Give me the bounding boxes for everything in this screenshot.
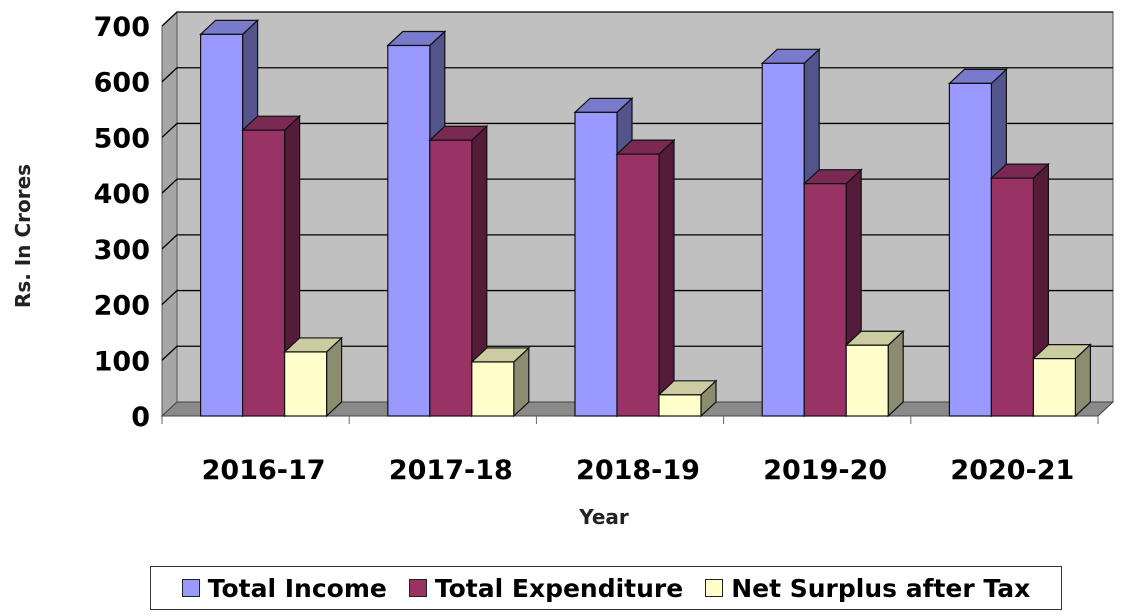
y-axis-title: Rs. In Crores <box>11 164 35 308</box>
bar <box>574 111 618 417</box>
bar <box>429 139 473 417</box>
legend-item-net-surplus: Net Surplus after Tax <box>705 574 1030 603</box>
legend-label: Total Income <box>207 573 387 603</box>
bar-chart: 0 100 200 300 400 500 600 700 2016-17 2017-18 2018… <box>11 10 1115 529</box>
bar <box>803 183 847 417</box>
y-tick-label: 400 <box>94 179 150 210</box>
bar <box>845 344 889 417</box>
bar <box>948 82 993 417</box>
y-tick-label: 300 <box>94 235 150 266</box>
legend-swatch-total-expenditure <box>408 579 427 597</box>
y-tick-label: 700 <box>94 12 150 43</box>
bar <box>200 33 244 417</box>
gridline <box>161 11 1113 27</box>
bar <box>658 394 702 417</box>
bar <box>242 129 286 417</box>
x-tick-label: 2018-19 <box>576 455 700 486</box>
x-tick-label: 2017-18 <box>389 455 513 486</box>
legend: Total Income Total Expenditure Net Surpl… <box>150 566 1062 610</box>
bar <box>284 351 328 417</box>
bar <box>616 153 660 417</box>
y-tick-label: 0 <box>131 402 150 433</box>
legend-label: Total Expenditure <box>434 573 684 603</box>
bar <box>387 44 431 417</box>
x-tick-label: 2020-21 <box>950 455 1074 486</box>
bar <box>990 177 1035 417</box>
plot-side-wall <box>161 10 178 418</box>
legend-swatch-total-income <box>181 579 200 597</box>
legend-label: Net Surplus after Tax <box>731 573 1031 603</box>
legend-swatch-net-surplus <box>705 579 724 597</box>
bar <box>761 62 805 417</box>
y-tick-label: 100 <box>94 346 150 377</box>
x-axis-title: Year <box>578 505 629 529</box>
x-tick-label: 2016-17 <box>202 455 326 486</box>
y-tick-label: 500 <box>94 123 150 154</box>
bar <box>1032 358 1077 417</box>
legend-item-total-expenditure: Total Expenditure <box>408 573 684 603</box>
x-tick-label: 2019-20 <box>763 455 887 486</box>
bar-side <box>658 138 675 418</box>
bar <box>471 361 515 417</box>
y-tick-label: 600 <box>94 68 150 99</box>
legend-item-total-income: Total Income <box>181 573 387 603</box>
y-tick-label: 200 <box>94 291 150 322</box>
